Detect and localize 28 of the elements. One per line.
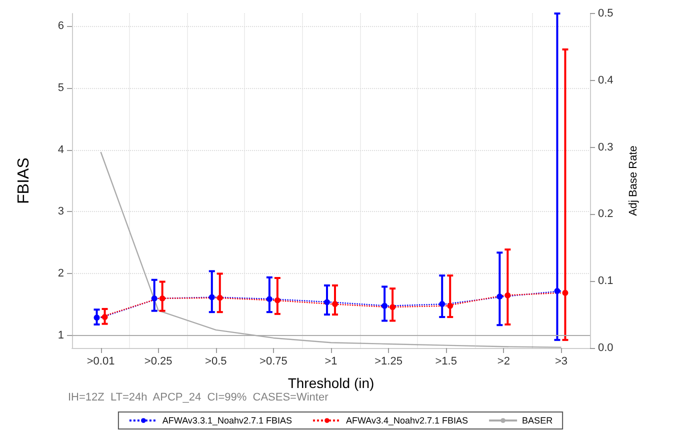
y-tick-label: 4 bbox=[58, 144, 64, 156]
x-tick-label: >1 bbox=[324, 356, 338, 368]
y2-tick-label: 0.0 bbox=[598, 342, 614, 354]
x-tick-label: >0.5 bbox=[205, 356, 227, 368]
x-tick-label: >1.5 bbox=[435, 356, 457, 368]
y-axis-title: FBIAS bbox=[16, 158, 32, 204]
legend-label: AFWAv3.4_Noahv2.7.1 FBIAS bbox=[346, 416, 468, 426]
x-tick-label: >0.25 bbox=[144, 356, 172, 368]
y2-tick-label: 0.3 bbox=[598, 141, 614, 154]
y2-axis-title: Adj Base Rate bbox=[628, 146, 640, 216]
y2-tick-label: 0.2 bbox=[598, 208, 614, 220]
legend-label: AFWAv3.3.1_Noahv2.7.1 FBIAS bbox=[162, 416, 292, 426]
x-tick-label: >0.75 bbox=[260, 356, 288, 368]
x-tick-label: >2 bbox=[497, 356, 510, 368]
text: IH=12Z LT=24h APCP_24 CI=99% CASES=Winter bbox=[68, 392, 329, 404]
y-tick-label: 3 bbox=[58, 206, 64, 218]
y2-tick-label: 0.5 bbox=[598, 8, 614, 20]
y-tick-label: 6 bbox=[58, 20, 64, 32]
x-tick-label: >1.25 bbox=[374, 356, 402, 368]
y-tick-label: 2 bbox=[58, 268, 64, 280]
y-tick-label: 5 bbox=[58, 82, 64, 94]
x-tick-label: >3 bbox=[554, 356, 568, 368]
y-tick-label: 1 bbox=[58, 330, 64, 342]
y2-tick-label: 0.4 bbox=[598, 74, 614, 86]
y2-tick-label: 0.1 bbox=[598, 275, 614, 288]
x-axis-title: Threshold (in) bbox=[288, 375, 374, 391]
x-tick-label: >0.01 bbox=[86, 356, 115, 368]
legend-label: BASER bbox=[522, 416, 554, 426]
